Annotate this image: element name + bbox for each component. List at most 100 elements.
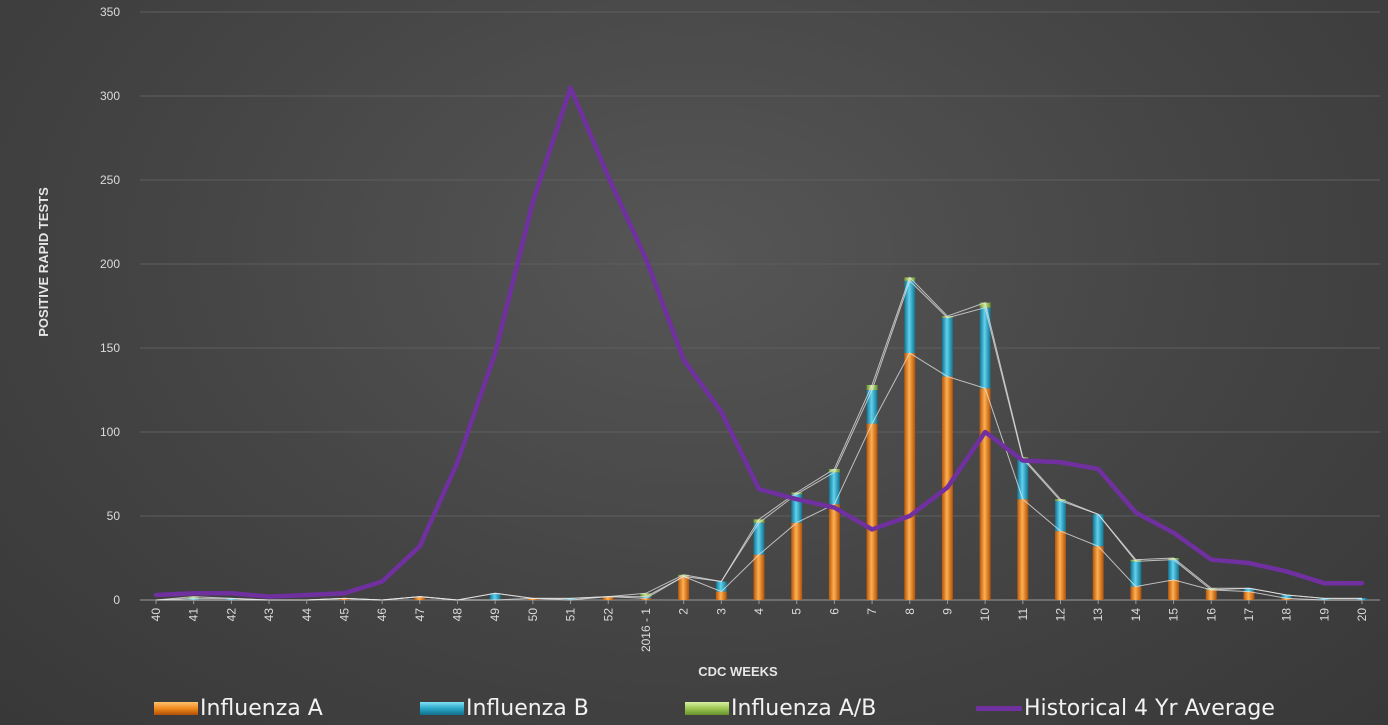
legend: Influenza A Influenza B Influenza A/B Hi… <box>0 694 1388 725</box>
bar-influenza-ab <box>1055 499 1066 501</box>
bar-influenza-b <box>791 494 803 523</box>
historical-average-line-group <box>153 85 1365 599</box>
bar-influenza-a <box>866 423 878 600</box>
bar-influenza-ab <box>1205 588 1217 590</box>
bar-influenza-b <box>1130 561 1142 587</box>
y-tick-label: 150 <box>100 341 120 355</box>
x-tick-label: 12 <box>1054 608 1068 622</box>
x-tick-label: 46 <box>375 608 389 622</box>
x-tick-label: 20 <box>1355 608 1369 622</box>
bar-influenza-ab <box>941 316 953 318</box>
x-tick-label: 49 <box>488 608 502 622</box>
x-tick-label: 3 <box>714 608 728 615</box>
bar-influenza-a <box>414 596 426 600</box>
x-tick-label: 15 <box>1167 608 1181 622</box>
bar-influenza-ab <box>791 492 803 495</box>
bar-influenza-a <box>828 504 840 600</box>
bar-influenza-b <box>225 598 237 600</box>
x-tick-label: 43 <box>262 608 276 622</box>
bar-influenza-b <box>565 598 577 600</box>
x-tick-label: 4 <box>752 608 766 615</box>
bar-influenza-b <box>188 598 200 600</box>
bar-influenza-ab <box>640 593 652 597</box>
x-tick-label: 6 <box>827 608 841 615</box>
bar-influenza-b <box>1168 559 1180 580</box>
bar-influenza-a <box>602 596 614 600</box>
connector-influenza-ab <box>155 276 1362 601</box>
bars <box>188 277 1368 600</box>
bar-influenza-a <box>1130 586 1142 600</box>
x-tick-label: 42 <box>224 608 238 622</box>
bar-influenza-b <box>489 593 501 600</box>
x-tick-label: 47 <box>413 608 427 622</box>
historical-average-line <box>153 85 1365 599</box>
bar-influenza-b <box>1318 598 1330 600</box>
legend-item-influenza-b: Influenza B <box>420 696 589 721</box>
bar-influenza-ab <box>979 302 991 308</box>
bar-influenza-b <box>640 596 652 599</box>
y-tick-label: 250 <box>100 173 120 187</box>
legend-swatch-influenza-a <box>154 702 198 715</box>
x-tick-label: 10 <box>978 608 992 622</box>
x-tick-label: 14 <box>1129 608 1143 622</box>
series-connector-lines <box>155 276 1362 601</box>
bar-influenza-ab <box>188 596 200 599</box>
x-tick-label: 40 <box>149 608 163 622</box>
legend-item-influenza-ab: Influenza A/B <box>685 696 876 721</box>
bar-influenza-b <box>1092 514 1104 547</box>
legend-label-influenza-ab: Influenza A/B <box>731 696 877 721</box>
bar-influenza-ab <box>828 468 840 473</box>
bar-influenza-a <box>338 598 350 600</box>
x-tick-label: 8 <box>903 608 917 615</box>
bar-influenza-ab <box>1168 558 1180 560</box>
bar-influenza-a <box>640 598 652 600</box>
bar-influenza-ab <box>866 384 878 390</box>
x-tick-label: 13 <box>1091 608 1105 622</box>
bar-influenza-b <box>1281 594 1293 599</box>
bar-influenza-a <box>1205 589 1217 600</box>
bar-influenza-b <box>904 280 916 354</box>
bar-influenza-a <box>979 388 991 600</box>
bar-influenza-b <box>941 317 953 377</box>
bar-influenza-a <box>1055 531 1066 600</box>
x-tick-label: 48 <box>451 608 465 622</box>
x-tick-label: 41 <box>187 608 201 622</box>
x-tick-label: 44 <box>300 608 314 622</box>
x-tick-label: 2016 - 1 <box>639 608 653 652</box>
bar-influenza-a <box>1281 598 1293 600</box>
y-tick-label: 50 <box>107 509 121 523</box>
x-tick-label: 2 <box>677 608 691 615</box>
bar-influenza-b <box>828 472 840 505</box>
bar-influenza-a <box>791 522 803 600</box>
x-tick-label: 50 <box>526 608 540 622</box>
y-tick-label: 200 <box>100 257 120 271</box>
legend-label-influenza-b: Influenza B <box>466 696 589 721</box>
bar-influenza-a <box>715 591 727 600</box>
legend-swatch-influenza-b <box>420 702 464 715</box>
x-tick-label: 5 <box>790 608 804 615</box>
y-tick-label: 300 <box>100 89 120 103</box>
legend-item-influenza-a: Influenza A <box>154 696 323 721</box>
y-tick-label: 350 <box>100 5 120 19</box>
legend-swatch-historical-average <box>976 706 1022 711</box>
y-tick-label: 0 <box>113 593 120 607</box>
x-tick-label: 52 <box>601 608 615 622</box>
legend-item-historical-average: Historical 4 Yr Average <box>976 696 1275 721</box>
bar-influenza-b <box>1356 598 1368 600</box>
bar-influenza-ab <box>904 277 916 281</box>
bar-influenza-b <box>1243 588 1255 592</box>
bar-influenza-a <box>1168 579 1180 600</box>
legend-label-influenza-a: Influenza A <box>200 696 323 721</box>
bar-influenza-a <box>527 598 539 600</box>
x-axis-label: CDC WEEKS <box>698 664 778 679</box>
x-tick-label: 16 <box>1204 608 1218 622</box>
bar-influenza-b <box>1055 500 1066 532</box>
x-tick-label: 18 <box>1280 608 1294 622</box>
legend-swatch-influenza-ab <box>685 702 729 715</box>
gridlines <box>140 11 1380 601</box>
bar-influenza-a <box>1017 499 1029 600</box>
bar-influenza-a <box>753 554 765 600</box>
bar-influenza-b <box>866 390 878 424</box>
